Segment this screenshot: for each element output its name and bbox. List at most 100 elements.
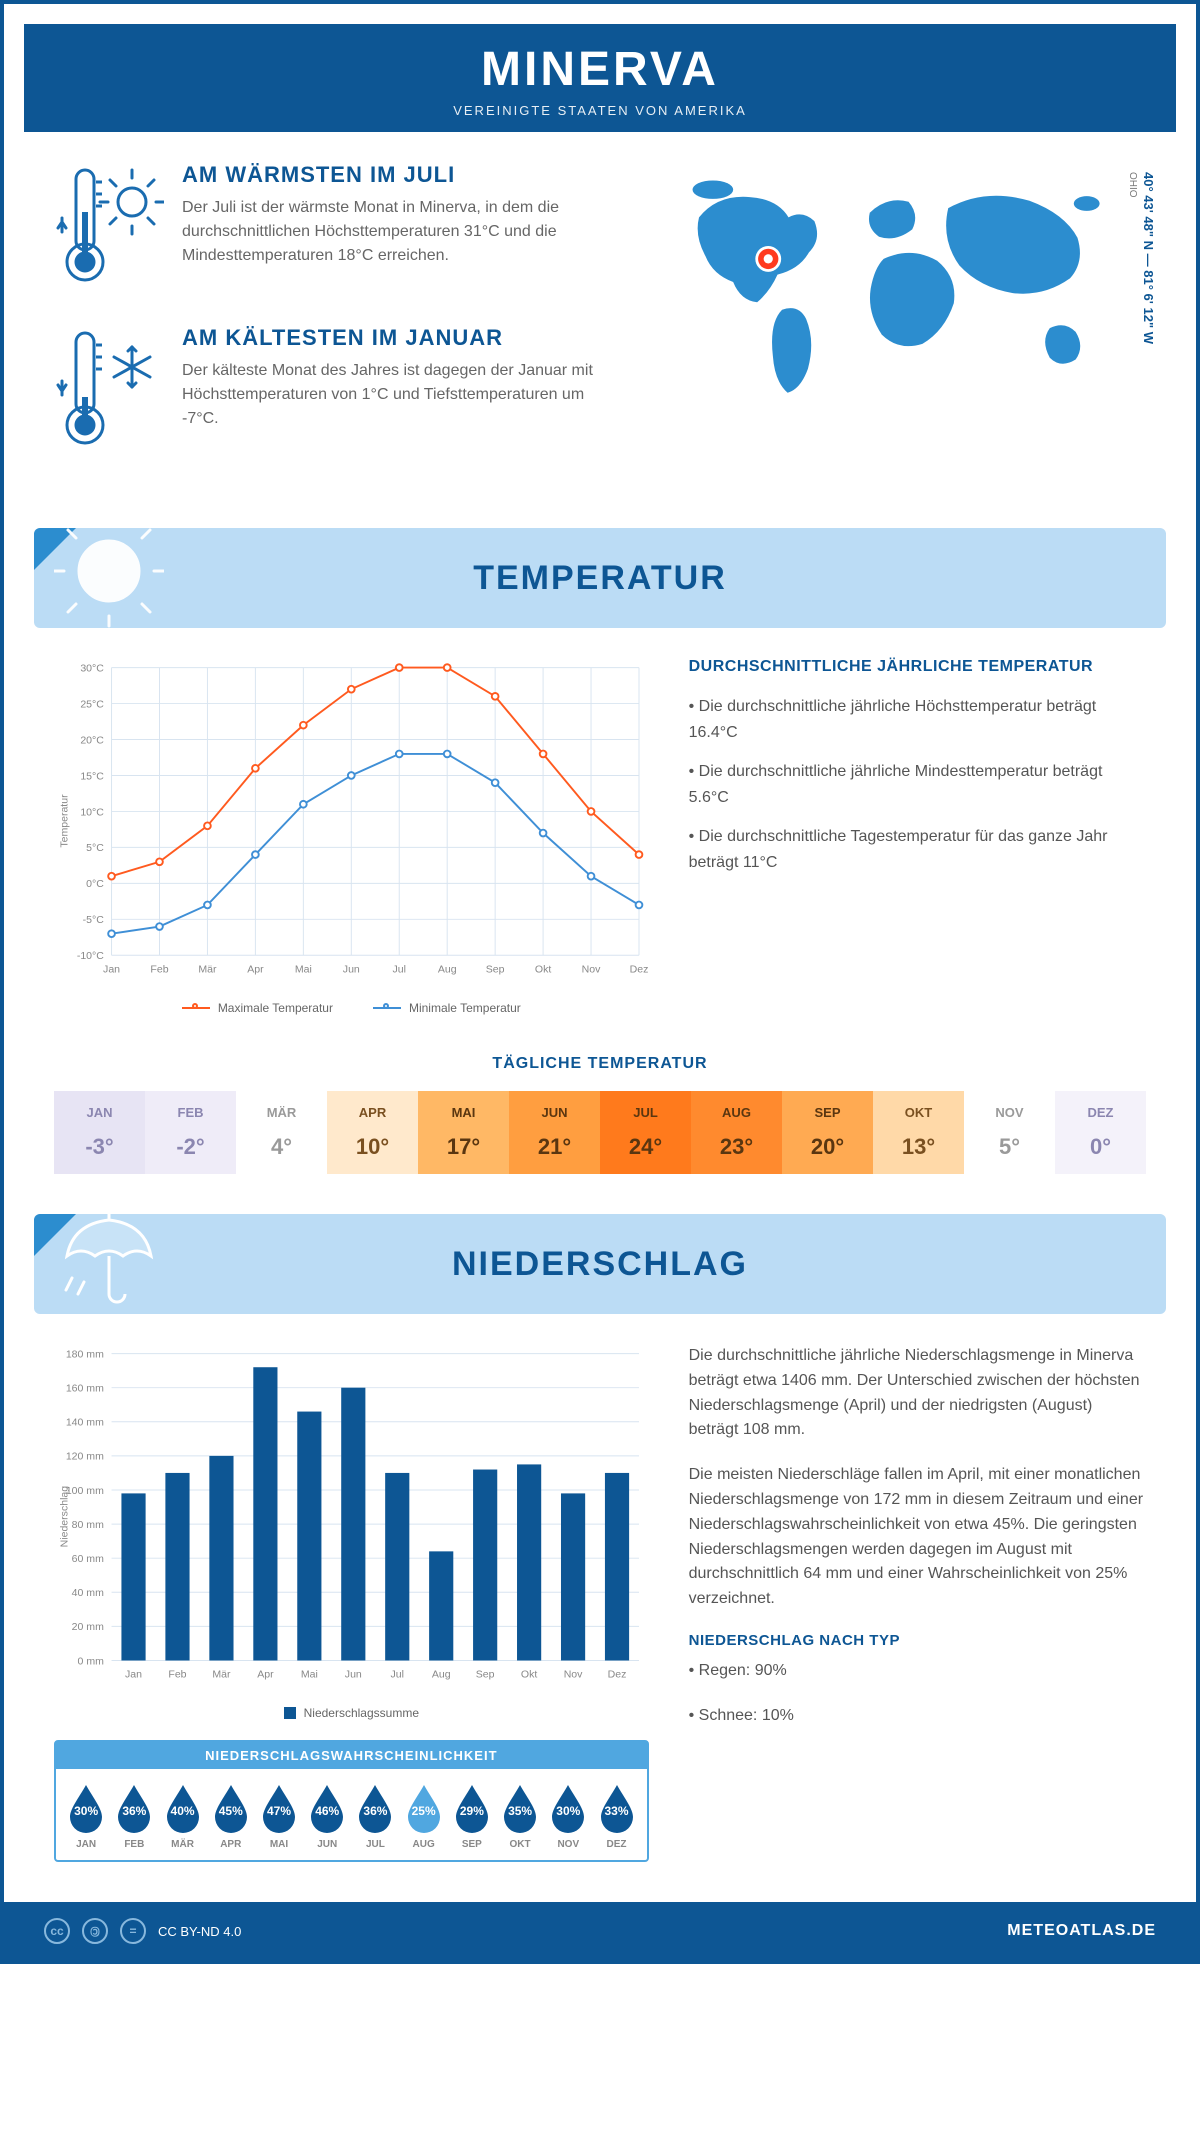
svg-text:Temperatur: Temperatur <box>58 794 70 848</box>
cc-icon: cc <box>44 1918 70 1944</box>
svg-text:140 mm: 140 mm <box>66 1417 104 1429</box>
temperature-line-chart: -10°C -5°C 0°C 5°C 10°C 15°C 20°C 25°C 30°C Jan Fe… <box>54 658 649 984</box>
svg-text:Dez: Dez <box>608 1669 627 1681</box>
month-cell: APR10° <box>327 1091 418 1174</box>
month-cell: JUN21° <box>509 1091 600 1174</box>
svg-text:80 mm: 80 mm <box>72 1519 104 1531</box>
fact-coldest: AM KÄLTESTEN IM JANUAR Der kälteste Mona… <box>54 325 610 460</box>
svg-text:Feb: Feb <box>150 964 168 976</box>
header: MINERVA VEREINIGTE STAATEN VON AMERIKA <box>24 24 1176 132</box>
section-precipitation: NIEDERSCHLAG <box>34 1214 1166 1314</box>
svg-text:40 mm: 40 mm <box>72 1587 104 1599</box>
svg-text:Mär: Mär <box>198 964 217 976</box>
fact-warmest: AM WÄRMSTEN IM JULI Der Juli ist der wär… <box>54 162 610 297</box>
region-label: OHIO <box>1127 172 1138 198</box>
svg-text:Jul: Jul <box>391 1669 404 1681</box>
page-subtitle: VEREINIGTE STAATEN VON AMERIKA <box>24 103 1176 118</box>
svg-text:Okt: Okt <box>535 964 551 976</box>
nd-icon: = <box>120 1918 146 1944</box>
chart-legend: Maximale Temperatur Minimale Temperatur <box>54 1001 649 1015</box>
svg-text:160 mm: 160 mm <box>66 1383 104 1395</box>
svg-text:Jan: Jan <box>103 964 120 976</box>
thermometer-hot-icon <box>54 162 164 297</box>
svg-text:0 mm: 0 mm <box>78 1655 105 1667</box>
page-title: MINERVA <box>24 42 1176 97</box>
site-name: METEOATLAS.DE <box>1007 1922 1156 1940</box>
temp-bullet: • Die durchschnittliche Tagestemperatur … <box>689 824 1146 875</box>
daily-temp-title: TÄGLICHE TEMPERATUR <box>4 1055 1196 1073</box>
prob-cell: 40%MÄR <box>158 1783 206 1850</box>
svg-text:Feb: Feb <box>168 1669 186 1681</box>
svg-text:Jan: Jan <box>125 1669 142 1681</box>
umbrella-icon <box>54 1202 164 1322</box>
svg-text:60 mm: 60 mm <box>72 1553 104 1565</box>
svg-text:30°C: 30°C <box>80 662 104 674</box>
svg-text:-10°C: -10°C <box>77 950 104 962</box>
prob-cell: 30%JAN <box>62 1783 110 1850</box>
svg-text:15°C: 15°C <box>80 770 104 782</box>
prob-cell: 35%OKT <box>496 1783 544 1850</box>
svg-text:5°C: 5°C <box>86 842 104 854</box>
svg-text:Mär: Mär <box>212 1669 231 1681</box>
precipitation-bar-chart: 0 mm20 mm40 mm60 mm80 mm100 mm120 mm140 … <box>54 1344 649 1689</box>
month-cell: OKT13° <box>873 1091 964 1174</box>
coordinates: 40° 43' 48" N — 81° 6' 12" W <box>1141 172 1156 344</box>
precip-type-heading: NIEDERSCHLAG NACH TYP <box>689 1632 1146 1649</box>
month-cell: FEB-2° <box>145 1091 236 1174</box>
footer: cc 🄯 = CC BY-ND 4.0 METEOATLAS.DE <box>4 1902 1196 1960</box>
svg-text:10°C: 10°C <box>80 806 104 818</box>
svg-text:Sep: Sep <box>486 964 505 976</box>
by-icon: 🄯 <box>82 1918 108 1944</box>
precip-text: Die meisten Niederschläge fallen im Apri… <box>689 1463 1146 1612</box>
svg-text:25°C: 25°C <box>80 698 104 710</box>
month-cell: SEP20° <box>782 1091 873 1174</box>
precip-text: Die durchschnittliche jährliche Niedersc… <box>689 1344 1146 1443</box>
prob-title: NIEDERSCHLAGSWAHRSCHEINLICHKEIT <box>56 1742 647 1769</box>
svg-text:0°C: 0°C <box>86 878 104 890</box>
month-cell: DEZ0° <box>1055 1091 1146 1174</box>
month-cell: MAI17° <box>418 1091 509 1174</box>
svg-text:Okt: Okt <box>521 1669 537 1681</box>
svg-text:Nov: Nov <box>564 1669 583 1681</box>
legend-max: Maximale Temperatur <box>218 1001 333 1015</box>
section-temperature: TEMPERATUR <box>34 528 1166 628</box>
thermometer-cold-icon <box>54 325 164 460</box>
svg-text:Jul: Jul <box>393 964 406 976</box>
svg-text:Aug: Aug <box>432 1669 451 1681</box>
prob-cell: 29%SEP <box>448 1783 496 1850</box>
precipitation-probability: NIEDERSCHLAGSWAHRSCHEINLICHKEIT 30%JAN36… <box>54 1740 649 1862</box>
svg-text:100 mm: 100 mm <box>66 1485 104 1497</box>
license-text: CC BY-ND 4.0 <box>158 1924 241 1939</box>
fact-text: Der Juli ist der wärmste Monat in Minerv… <box>182 196 610 268</box>
legend-precip: Niederschlagssumme <box>304 1706 419 1720</box>
temp-bullet: • Die durchschnittliche jährliche Höchst… <box>689 694 1146 745</box>
svg-text:20 mm: 20 mm <box>72 1621 104 1633</box>
prob-cell: 33%DEZ <box>592 1783 640 1850</box>
svg-text:Mai: Mai <box>295 964 312 976</box>
precip-type: • Schnee: 10% <box>689 1704 1146 1729</box>
svg-text:Niederschlag: Niederschlag <box>58 1486 70 1548</box>
month-cell: AUG23° <box>691 1091 782 1174</box>
prob-cell: 46%JUN <box>303 1783 351 1850</box>
world-map <box>640 162 1146 402</box>
fact-title: AM WÄRMSTEN IM JULI <box>182 162 610 188</box>
prob-cell: 47%MAI <box>255 1783 303 1850</box>
svg-text:Dez: Dez <box>630 964 649 976</box>
section-title: NIEDERSCHLAG <box>452 1245 748 1284</box>
svg-text:Apr: Apr <box>247 964 264 976</box>
month-cell: JAN-3° <box>54 1091 145 1174</box>
svg-text:Jun: Jun <box>345 1669 362 1681</box>
legend-min: Minimale Temperatur <box>409 1001 521 1015</box>
svg-text:-5°C: -5°C <box>83 914 105 926</box>
svg-text:Apr: Apr <box>257 1669 274 1681</box>
svg-text:Sep: Sep <box>476 1669 495 1681</box>
daily-temp-grid: JAN-3°FEB-2°MÄR4°APR10°MAI17°JUN21°JUL24… <box>54 1091 1146 1174</box>
prob-cell: 30%NOV <box>544 1783 592 1850</box>
month-cell: NOV5° <box>964 1091 1055 1174</box>
temp-bullet: • Die durchschnittliche jährliche Mindes… <box>689 759 1146 810</box>
fact-text: Der kälteste Monat des Jahres ist dagege… <box>182 359 610 431</box>
svg-text:20°C: 20°C <box>80 734 104 746</box>
svg-text:180 mm: 180 mm <box>66 1348 104 1360</box>
sun-icon <box>54 516 164 636</box>
svg-text:Jun: Jun <box>343 964 360 976</box>
